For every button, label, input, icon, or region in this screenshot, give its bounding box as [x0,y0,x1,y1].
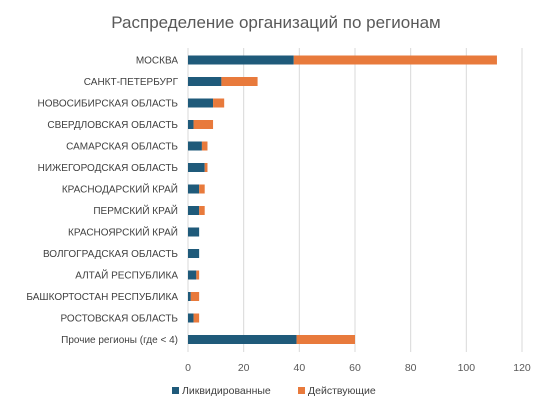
bar-active [193,313,200,323]
bar-liquidated [188,335,297,344]
bar-liquidated [188,98,214,108]
bar-liquidated [188,141,202,151]
bar-liquidated [188,270,197,280]
bar-liquidated [188,249,200,258]
bar-active [190,292,200,301]
legend-swatch [298,387,305,394]
x-tick-label: 80 [405,362,417,374]
category-label: МОСКВА [136,56,178,67]
x-tick-label: 40 [293,362,305,374]
x-tick-label: 120 [513,362,531,374]
category-label: ПЕРМСКИЙ КРАЙ [93,204,178,217]
category-label: БАШКОРТОСТАН РЕСПУБЛИКА [26,292,178,303]
legend: Ликвидированные Действующие [172,385,376,397]
category-label: КРАСНОЯРСКИЙ КРАЙ [68,226,178,239]
chart-title: Распределение организаций по регионам [111,13,440,32]
legend-label: Действующие [308,385,376,397]
legend-swatch [172,387,179,394]
x-tick-label: 20 [238,362,250,374]
x-tick-label: 60 [349,362,361,374]
category-label: НОВОСИБИРСКАЯ ОБЛАСТЬ [38,99,179,110]
bars-layer [188,55,497,344]
bar-active [221,77,258,86]
bar-active [199,184,205,194]
bar-active [193,120,214,129]
legend-label: Ликвидированные [182,385,271,397]
category-label: КРАСНОДАРСКИЙ КРАЙ [62,183,178,196]
category-label: ВОЛГОГРАДСКАЯ ОБЛАСТЬ [43,249,178,260]
category-label: СВЕРДЛОВСКАЯ ОБЛАСТЬ [47,120,178,131]
bar-liquidated [188,227,200,237]
category-label: АЛТАЙ РЕСПУБЛИКА [75,269,178,282]
grid-layer [187,48,523,352]
bar-liquidated [188,206,200,215]
bar-active [196,270,200,280]
category-label: НИЖЕГОРОДСКАЯ ОБЛАСТЬ [38,163,179,174]
bar-active [201,141,208,151]
bar-active [213,98,225,108]
bar-active [293,55,497,65]
bar-liquidated [188,120,194,129]
category-label: Прочие регионы (где < 4) [61,335,178,346]
bar-liquidated [188,292,191,301]
bar-liquidated [188,55,294,65]
bar-active [204,163,208,172]
bar-liquidated [188,313,194,323]
category-label: САНКТ-ПЕТЕРБУРГ [84,77,179,88]
bar-liquidated [188,184,200,194]
category-label: САМАРСКАЯ ОБЛАСТЬ [66,142,178,153]
bar-active [296,335,355,344]
bar-liquidated [188,163,205,172]
category-label: РОСТОВСКАЯ ОБЛАСТЬ [60,314,178,325]
x-tick-label: 0 [185,362,191,374]
bar-liquidated [188,77,222,86]
x-tick-labels: 0 20 40 60 80 100 120 [185,362,531,374]
category-labels: МОСКВА САНКТ-ПЕТЕРБУРГ НОВОСИБИРСКАЯ ОБЛАС… [26,56,178,347]
x-tick-label: 100 [458,362,476,374]
bar-active [199,206,205,215]
